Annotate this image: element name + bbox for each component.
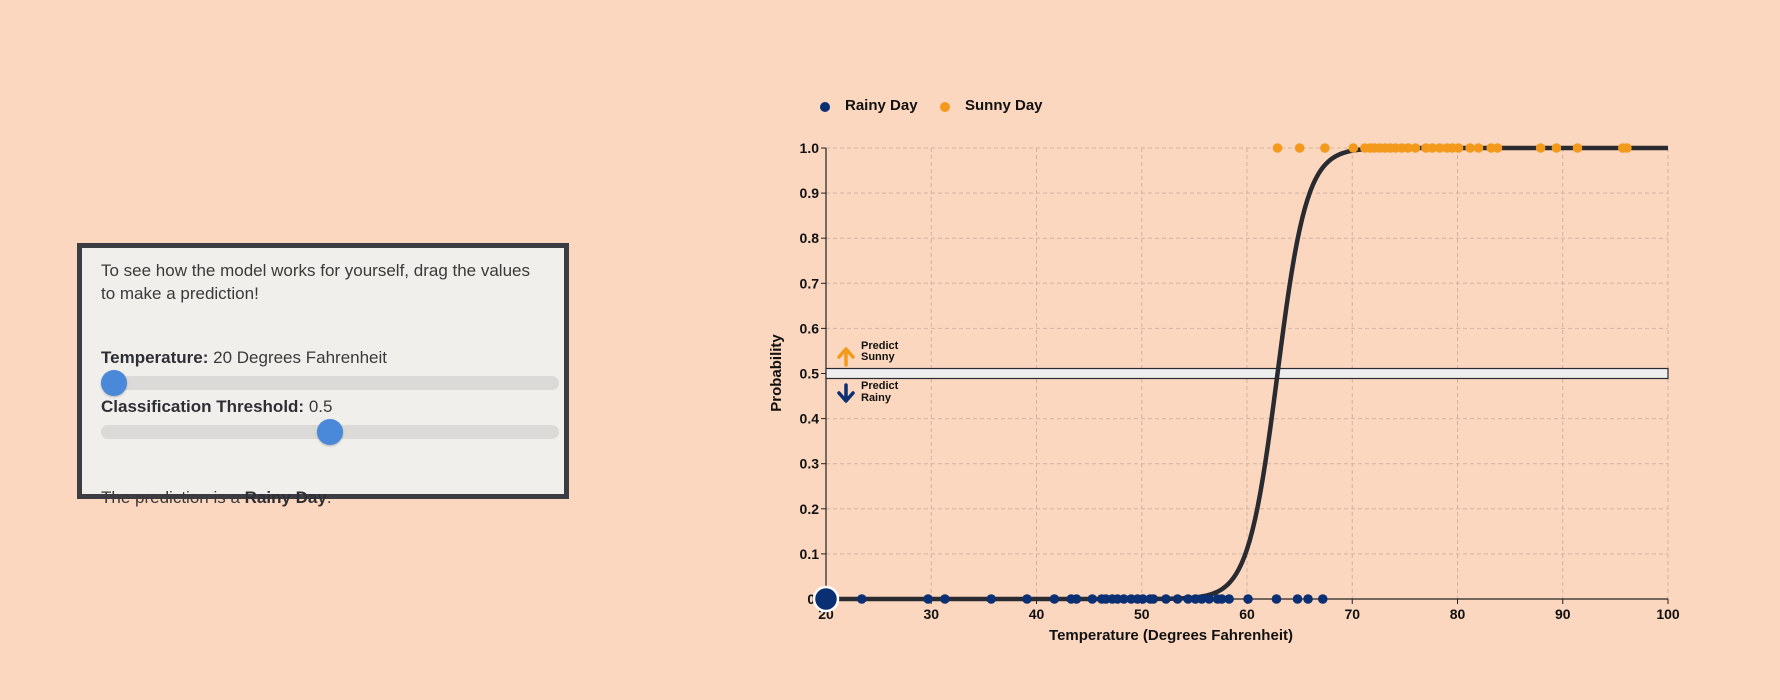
rainy-point — [1183, 594, 1193, 604]
annot-rainy-line1: Predict — [861, 380, 899, 392]
rainy-point — [986, 594, 997, 604]
controls-panel: To see how the model works for yourself,… — [77, 243, 569, 507]
legend-sunny-marker — [940, 102, 950, 112]
x-tick-label: 60 — [1239, 606, 1255, 622]
x-tick-label: 40 — [1029, 606, 1045, 622]
rainy-point — [1172, 594, 1183, 604]
rainy-point — [1271, 594, 1282, 604]
sunny-point — [1427, 143, 1438, 153]
x-axis-label: Temperature (Degrees Fahrenheit) — [1049, 627, 1293, 644]
legend-rainy-label: Rainy Day — [845, 97, 918, 114]
rainy-point — [940, 594, 950, 604]
x-tick-label: 70 — [1344, 606, 1360, 622]
sunny-point — [1403, 143, 1413, 153]
sunny-point — [1320, 143, 1330, 153]
rainy-point — [1049, 594, 1060, 604]
prediction-value: Rainy Day — [244, 488, 327, 507]
rainy-point — [1317, 594, 1328, 604]
temperature-label: Temperature: — [101, 348, 209, 367]
x-tick-label: 50 — [1134, 606, 1150, 622]
sunny-point — [1492, 143, 1503, 153]
sunny-point — [1535, 143, 1546, 153]
rainy-point — [1204, 594, 1214, 604]
sunny-point — [1434, 143, 1445, 153]
annot-sunny-line1: Predict — [861, 340, 899, 352]
rainy-point — [1243, 594, 1253, 604]
temperature-value: 20 Degrees Fahrenheit — [213, 348, 388, 367]
temperature-slider-thumb[interactable] — [101, 370, 127, 396]
sunny-point — [1473, 143, 1484, 153]
arrow-up-icon — [837, 347, 855, 367]
intro-text: To see how the model works for yourself,… — [101, 261, 530, 303]
sunny-point — [1551, 143, 1562, 153]
prediction-prefix: The prediction is a — [101, 488, 245, 507]
y-tick-label: 0.6 — [800, 320, 820, 336]
rainy-point — [923, 594, 933, 604]
y-tick-label: 0.4 — [800, 411, 820, 427]
rainy-point — [1148, 594, 1159, 604]
logistic-curve — [826, 145, 1668, 602]
y-tick-label: 0.8 — [800, 230, 820, 246]
sunny-point — [1465, 143, 1475, 153]
rainy-point — [856, 594, 867, 604]
points-layer — [812, 143, 1632, 613]
threshold-label: Classification Threshold: — [101, 397, 305, 416]
rainy-point — [1071, 594, 1082, 604]
legend-rainy-marker — [820, 102, 830, 112]
x-tick-label: 80 — [1450, 606, 1466, 622]
rainy-point — [1138, 594, 1148, 604]
rainy-point — [1224, 594, 1234, 604]
x-tick-label: 90 — [1555, 606, 1571, 622]
threshold-value: 0.5 — [308, 397, 333, 416]
y-tick-label: 0.7 — [800, 275, 820, 291]
y-tick-label: 1.0 — [800, 140, 820, 156]
prediction-suffix: . — [326, 488, 332, 507]
x-tick-label: 30 — [923, 606, 939, 622]
y-tick-label: 0.2 — [800, 501, 820, 517]
y-tick-label: 0.9 — [800, 185, 820, 201]
arrow-down-icon — [837, 383, 855, 403]
threshold-annotations: Predict Sunny Predict Rainy — [837, 340, 899, 404]
current-prediction-point — [812, 585, 840, 613]
rainy-point — [1119, 594, 1129, 604]
sunny-point — [1272, 143, 1283, 153]
annot-sunny-line2: Sunny — [861, 351, 895, 363]
rainy-point — [1216, 594, 1227, 604]
threshold-slider[interactable] — [101, 419, 559, 445]
sunny-point — [1410, 143, 1421, 153]
y-tick-label: 0.1 — [800, 546, 820, 562]
rainy-point — [1161, 594, 1171, 604]
y-tick-label: 0.3 — [800, 456, 820, 472]
y-tick-label: 0.5 — [800, 366, 820, 382]
sunny-point — [1622, 143, 1632, 153]
temperature-slider[interactable] — [101, 370, 559, 396]
threshold-line — [825, 367, 1669, 380]
sunny-point — [1453, 143, 1464, 153]
legend: Rainy Day Sunny Day — [820, 97, 1043, 114]
threshold-label-row: Classification Threshold: 0.5 — [101, 397, 332, 417]
prediction-text: The prediction is a Rainy Day. — [101, 488, 332, 508]
rainy-point — [1022, 594, 1032, 604]
temperature-label-row: Temperature: 20 Degrees Fahrenheit — [101, 348, 387, 368]
rainy-point — [1303, 594, 1313, 604]
annot-rainy-line2: Rainy — [861, 392, 892, 404]
rainy-point — [1196, 594, 1207, 604]
threshold-slider-thumb[interactable] — [317, 419, 343, 445]
sunny-point — [1294, 143, 1305, 153]
legend-sunny-label: Sunny Day — [965, 97, 1043, 114]
x-tick-label: 100 — [1656, 606, 1680, 622]
curve-layer — [826, 145, 1668, 602]
sunny-point — [1572, 143, 1583, 153]
rainy-point — [1087, 594, 1098, 604]
threshold-band — [825, 367, 1669, 380]
y-axis-label: Probability — [768, 334, 785, 412]
rainy-point — [1292, 594, 1303, 604]
sunny-point — [1348, 143, 1359, 153]
